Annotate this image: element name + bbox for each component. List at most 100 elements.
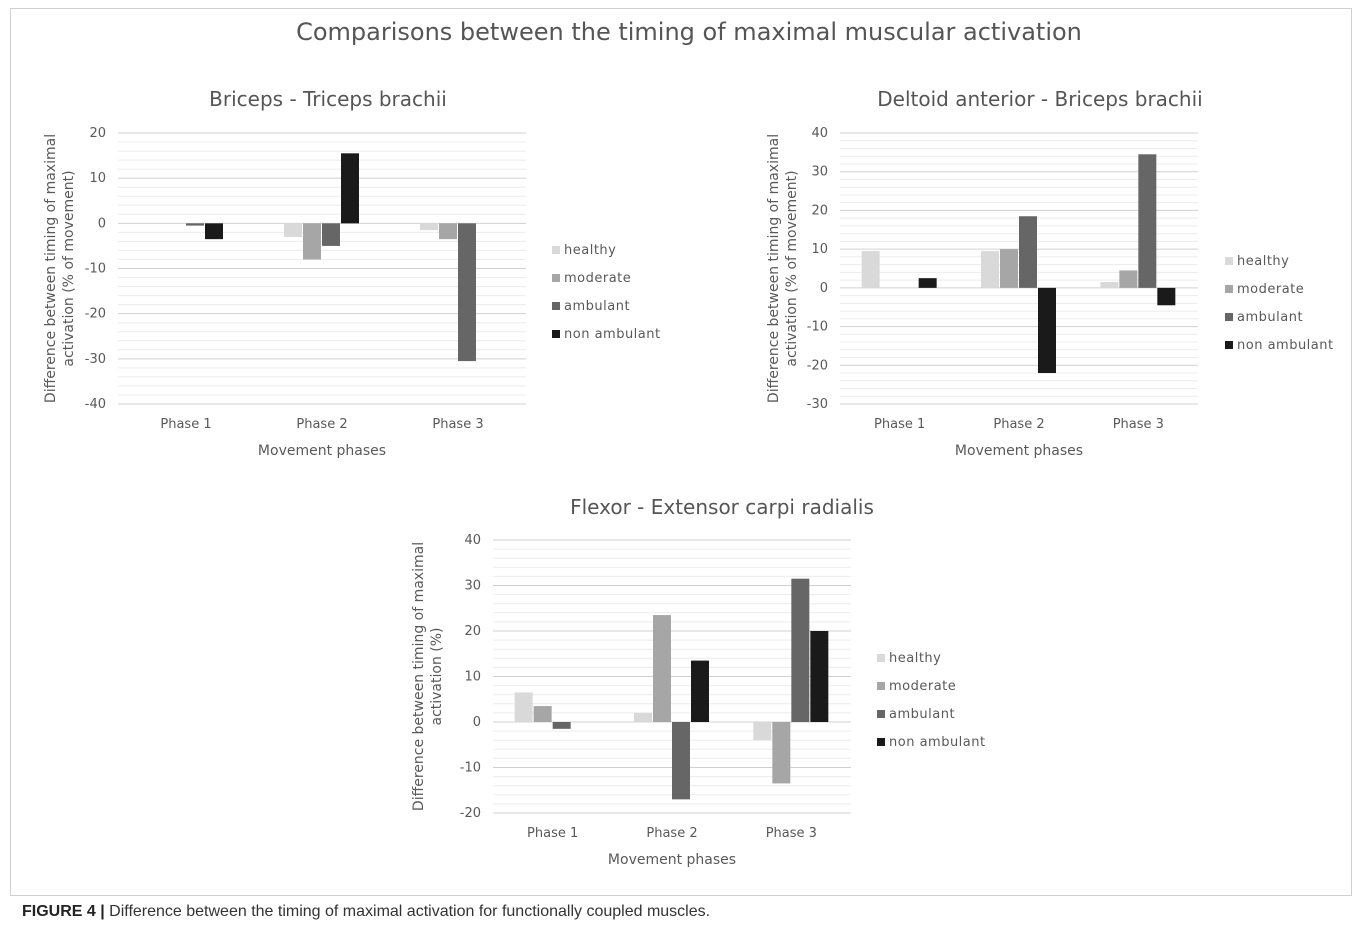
- bar-non-ambulant: [1038, 287, 1056, 374]
- y-axis-label: activation (%): [429, 627, 445, 725]
- x-axis-label: Movement phases: [258, 443, 386, 459]
- bar-healthy: [981, 251, 999, 288]
- figure-caption: FIGURE 4 | Difference between the timing…: [22, 903, 710, 921]
- y-tick-label: -20: [460, 806, 481, 821]
- bar-moderate: [1119, 270, 1138, 288]
- legend-label: moderate: [564, 271, 631, 286]
- legend-label: ambulant: [1237, 310, 1303, 325]
- bar-ambulant: [458, 223, 476, 362]
- bar-healthy: [753, 722, 772, 741]
- bar-healthy: [861, 251, 880, 288]
- bar-non-ambulant: [691, 660, 709, 722]
- bar-ambulant: [1138, 154, 1157, 288]
- y-tick-label: 30: [811, 165, 828, 180]
- bar-healthy: [634, 712, 652, 722]
- y-tick-label: 20: [811, 203, 828, 218]
- legend-label: ambulant: [889, 707, 955, 722]
- legend-label: moderate: [1237, 282, 1304, 297]
- bar-ambulant: [791, 578, 810, 722]
- y-tick-label: -10: [460, 761, 481, 776]
- x-axis-label: Movement phases: [608, 852, 736, 868]
- y-axis-label: Difference between timing of maximal: [766, 134, 782, 403]
- x-tick-label: Phase 3: [766, 826, 817, 841]
- chart-biceps-triceps: Briceps - Triceps brachii 20 10 0 -10 -20 -30 -…: [43, 87, 661, 459]
- y-tick-label: -10: [85, 262, 106, 277]
- chart-flexor-extensor: Flexor - Extensor carpi radialis 40 30 20 10…: [411, 495, 986, 868]
- x-tick-label: Phase 2: [993, 417, 1044, 432]
- bar-non-ambulant: [1157, 287, 1176, 306]
- caption-text: Difference between the timing of maximal…: [109, 903, 711, 920]
- y-tick-label: 0: [98, 216, 106, 231]
- bar-ambulant: [186, 223, 204, 226]
- y-tick-label: 40: [464, 533, 481, 548]
- y-tick-label: 10: [464, 670, 481, 685]
- bar-moderate: [533, 706, 552, 722]
- legend-label: healthy: [1237, 254, 1289, 269]
- y-axis-label: Difference between timing of maximal: [411, 542, 427, 811]
- y-axis-label: activation (% of movement): [61, 170, 77, 366]
- bar-healthy: [420, 223, 438, 231]
- legend-label: healthy: [564, 243, 616, 258]
- legend-swatch: [877, 710, 885, 718]
- chart-title: Deltoid anterior - Briceps brachii: [877, 87, 1202, 111]
- legend-swatch: [877, 738, 885, 746]
- legend-label: non ambulant: [1237, 338, 1334, 353]
- legend-swatch: [552, 274, 560, 282]
- legend-label: ambulant: [564, 299, 630, 314]
- y-axis-label: Difference between timing of maximal: [43, 134, 59, 403]
- figure-frame: [10, 8, 1352, 896]
- y-axis-label: activation (% of movement): [784, 170, 800, 366]
- bar-ambulant: [1019, 216, 1037, 288]
- legend-label: moderate: [889, 679, 956, 694]
- chart-title: Briceps - Triceps brachii: [209, 87, 447, 111]
- bar-non-ambulant: [341, 153, 359, 224]
- bar-non-ambulant: [810, 631, 829, 722]
- legend-swatch: [552, 330, 560, 338]
- bar-non-ambulant: [918, 278, 937, 288]
- legend-swatch: [552, 302, 560, 310]
- legend-swatch: [552, 246, 560, 254]
- legend-label: non ambulant: [564, 327, 661, 342]
- y-tick-label: 40: [811, 126, 828, 141]
- legend-swatch: [877, 682, 885, 690]
- bar-moderate: [772, 722, 791, 784]
- legend-swatch: [877, 654, 885, 662]
- bar-ambulant: [672, 722, 690, 800]
- legend-label: non ambulant: [889, 735, 986, 750]
- bar-moderate: [439, 223, 457, 240]
- caption-label: FIGURE 4 |: [22, 903, 105, 920]
- legend-swatch: [1225, 257, 1233, 265]
- bar-moderate: [653, 615, 671, 722]
- legend-swatch: [1225, 313, 1233, 321]
- y-tick-label: 20: [464, 624, 481, 639]
- legend-label: healthy: [889, 651, 941, 666]
- x-tick-label: Phase 2: [646, 826, 697, 841]
- x-axis-label: Movement phases: [955, 443, 1083, 459]
- bar-moderate: [303, 223, 321, 260]
- legend-swatch: [1225, 285, 1233, 293]
- y-tick-label: 20: [89, 126, 106, 141]
- legend-swatch: [1225, 341, 1233, 349]
- x-tick-label: Phase 1: [527, 826, 578, 841]
- y-tick-label: -30: [807, 397, 828, 412]
- y-tick-label: -40: [85, 397, 106, 412]
- bar-healthy: [514, 692, 533, 722]
- bar-ambulant: [322, 223, 340, 246]
- bar-ambulant: [552, 722, 571, 729]
- bar-non-ambulant: [205, 223, 223, 240]
- x-tick-label: Phase 1: [160, 417, 211, 432]
- y-tick-label: 30: [464, 579, 481, 594]
- y-tick-label: 10: [89, 171, 106, 186]
- x-tick-label: Phase 3: [432, 417, 483, 432]
- y-tick-label: 0: [473, 715, 481, 730]
- x-tick-label: Phase 3: [1113, 417, 1164, 432]
- x-tick-label: Phase 1: [874, 417, 925, 432]
- bar-healthy: [1100, 282, 1119, 288]
- y-tick-label: -10: [807, 320, 828, 335]
- y-tick-label: -30: [85, 352, 106, 367]
- chart-title: Flexor - Extensor carpi radialis: [570, 495, 874, 519]
- y-tick-label: -20: [85, 307, 106, 322]
- figure-main-title: Comparisons between the timing of maxima…: [296, 18, 1082, 46]
- y-tick-label: -20: [807, 358, 828, 373]
- bar-moderate: [1000, 249, 1018, 288]
